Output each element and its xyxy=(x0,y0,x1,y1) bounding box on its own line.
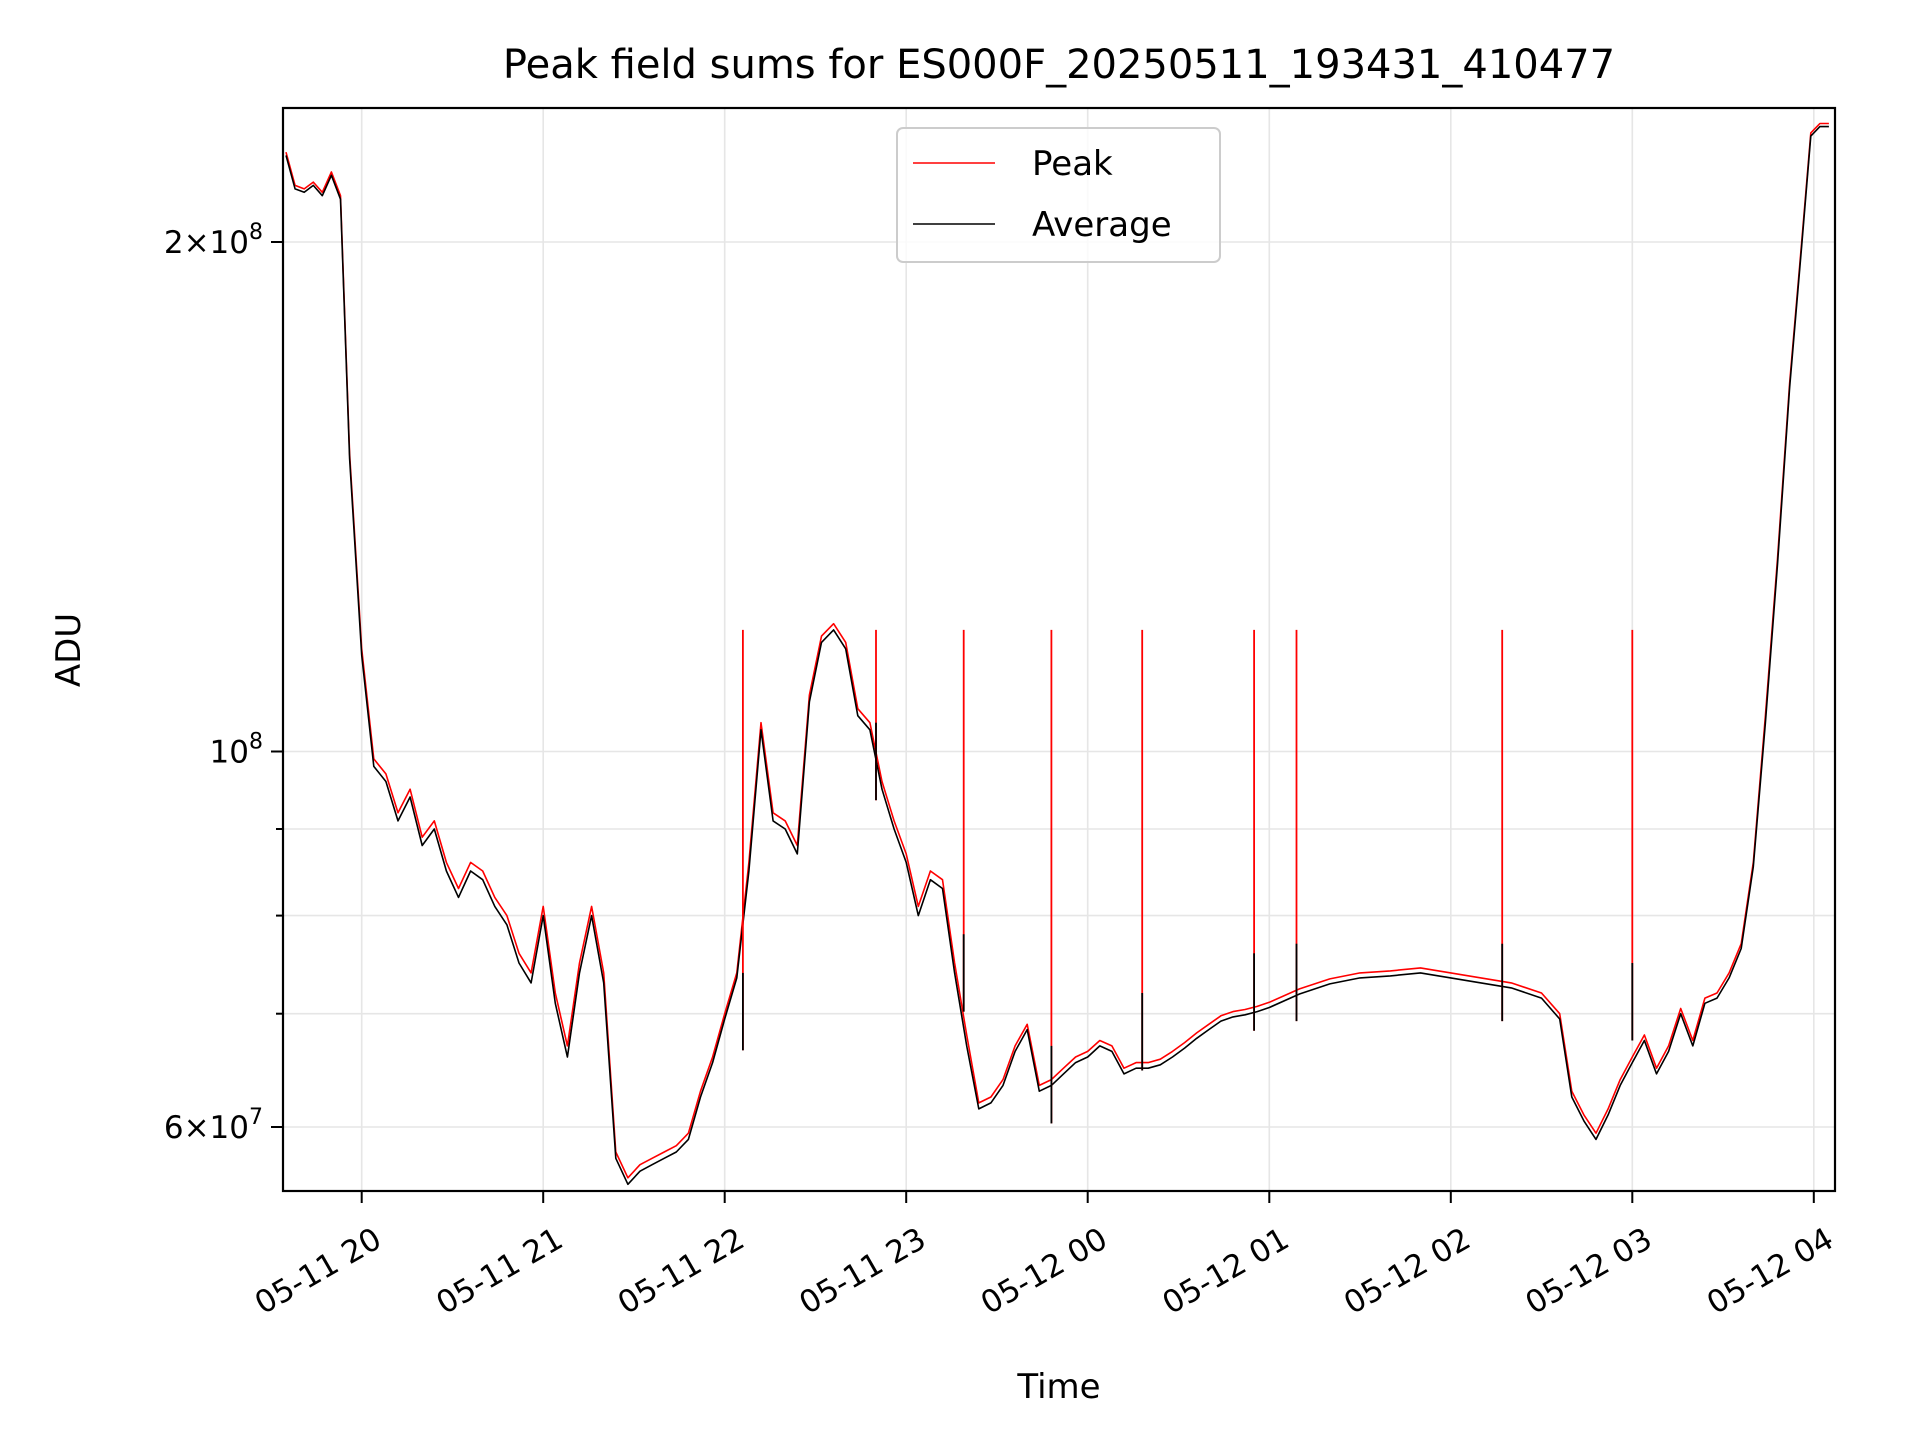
legend-label-peak: Peak xyxy=(1032,144,1113,184)
plot-area xyxy=(285,122,1829,1186)
series-line-average xyxy=(285,125,1829,1186)
series-line-peak xyxy=(285,122,1829,1179)
y-tick-label: 2×108 xyxy=(164,220,263,261)
x-axis-label: Time xyxy=(1016,1367,1100,1407)
legend: Peak Average xyxy=(896,127,1221,263)
legend-box xyxy=(896,127,1221,263)
chart-title: Peak field sums for ES000F_20250511_1934… xyxy=(503,42,1615,88)
y-tick-label: 6×107 xyxy=(164,1105,263,1146)
y-axis-label: ADU xyxy=(49,613,89,687)
legend-label-average: Average xyxy=(1032,205,1172,245)
plot-frame xyxy=(281,106,1837,1193)
